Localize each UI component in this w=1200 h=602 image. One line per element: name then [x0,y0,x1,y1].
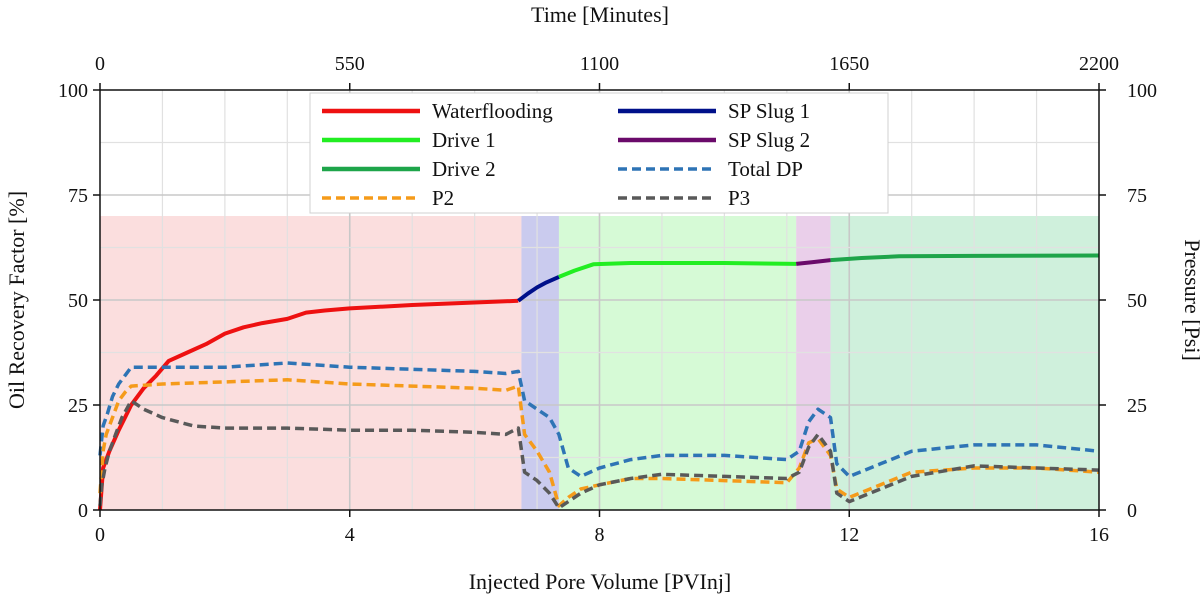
x2-tick-label: 1650 [829,53,869,75]
x-tick-label: 4 [345,524,355,546]
legend-label-sp-slug-1: SP Slug 1 [728,99,810,123]
y-tick-label: 25 [68,395,88,417]
x-tick-label: 12 [839,524,859,546]
series-waterflooding [98,298,519,511]
x-tick-label: 16 [1089,524,1109,546]
legend-label-p3: P3 [728,186,750,210]
series-sp-slug-1 [517,275,560,303]
top-axis-title: Time [Minutes] [531,2,669,27]
series-drive-2 [830,253,1100,263]
x-tick-label: 8 [595,524,605,546]
axes [93,83,1106,517]
series-p3 [98,399,1100,510]
phase-band-waterflooding [100,216,522,510]
y2-tick-label: 0 [1127,500,1137,522]
legend-label-total-dp: Total DP [728,157,803,181]
phase-band-sp-slug-1 [521,216,559,510]
phase-bands [100,216,1099,510]
x2-tick-label: 550 [335,53,365,75]
legend-label-drive-1: Drive 1 [432,128,496,152]
y2-axis-title: Pressure [Psi] [1180,239,1200,361]
y-axis-title: Oil Recovery Factor [%] [4,191,29,409]
x2-tick-label: 2200 [1079,53,1119,75]
phase-band-drive-1 [558,216,797,510]
y2-tick-label: 25 [1127,395,1147,417]
phase-band-drive-2 [830,216,1099,510]
y2-tick-label: 75 [1127,185,1147,207]
y-tick-label: 75 [68,185,88,207]
series-lines [98,253,1100,511]
series-sp-slug-2 [795,258,831,266]
y2-tick-label: 50 [1127,290,1147,312]
x-axis-title: Injected Pore Volume [PVInj] [469,569,732,594]
series-p2 [98,378,1100,508]
legend-label-drive-2: Drive 2 [432,157,496,181]
x-tick-label: 0 [95,524,105,546]
series-drive-1 [558,261,797,279]
x2-tick-label: 0 [95,53,105,75]
x2-tick-label: 1100 [580,53,619,75]
legend: Waterflooding SP Slug 1 Drive 1 SP Slug 2 Dr… [309,92,889,214]
y2-tick-label: 100 [1127,80,1157,102]
y-tick-label: 50 [68,290,88,312]
legend-label-waterflooding: Waterflooding [432,99,553,123]
legend-label-sp-slug-2: SP Slug 2 [728,128,810,152]
y-tick-label: 0 [78,500,88,522]
tick-labels: 0 4 8 12 16 0 550 1100 1650 2200 0 25 50 75 100 0 25 50 75… [58,53,1157,546]
series-total-dp [98,361,1100,479]
y-tick-label: 100 [58,80,88,102]
legend-label-p2: P2 [432,186,454,210]
